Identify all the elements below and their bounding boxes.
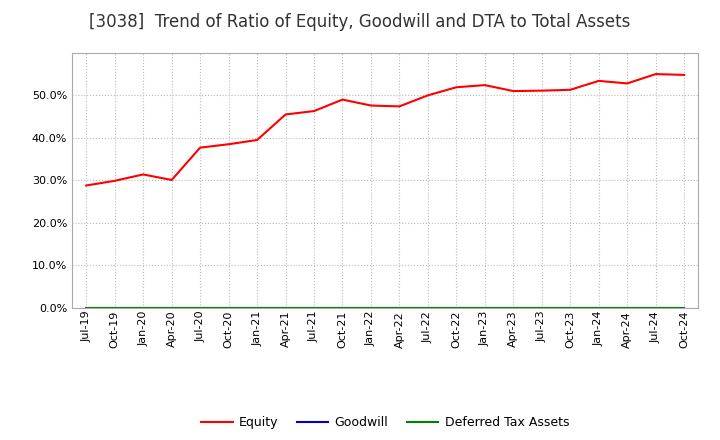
Goodwill xyxy=(196,305,204,311)
Deferred Tax Assets xyxy=(253,305,261,311)
Equity xyxy=(82,183,91,188)
Goodwill xyxy=(338,305,347,311)
Deferred Tax Assets xyxy=(338,305,347,311)
Goodwill xyxy=(652,305,660,311)
Goodwill xyxy=(310,305,318,311)
Goodwill xyxy=(595,305,603,311)
Goodwill xyxy=(537,305,546,311)
Equity xyxy=(680,72,688,77)
Deferred Tax Assets xyxy=(423,305,432,311)
Equity xyxy=(253,137,261,143)
Goodwill xyxy=(253,305,261,311)
Deferred Tax Assets xyxy=(196,305,204,311)
Equity xyxy=(623,81,631,86)
Goodwill xyxy=(452,305,461,311)
Equity xyxy=(110,178,119,183)
Equity xyxy=(196,145,204,150)
Deferred Tax Assets xyxy=(680,305,688,311)
Legend: Equity, Goodwill, Deferred Tax Assets: Equity, Goodwill, Deferred Tax Assets xyxy=(197,411,574,434)
Line: Equity: Equity xyxy=(86,74,684,186)
Equity xyxy=(167,177,176,183)
Text: [3038]  Trend of Ratio of Equity, Goodwill and DTA to Total Assets: [3038] Trend of Ratio of Equity, Goodwil… xyxy=(89,13,631,31)
Equity xyxy=(139,172,148,177)
Deferred Tax Assets xyxy=(225,305,233,311)
Equity xyxy=(652,71,660,77)
Goodwill xyxy=(110,305,119,311)
Goodwill xyxy=(480,305,489,311)
Deferred Tax Assets xyxy=(652,305,660,311)
Deferred Tax Assets xyxy=(395,305,404,311)
Equity xyxy=(452,84,461,90)
Goodwill xyxy=(623,305,631,311)
Goodwill xyxy=(395,305,404,311)
Goodwill xyxy=(566,305,575,311)
Goodwill xyxy=(282,305,290,311)
Deferred Tax Assets xyxy=(537,305,546,311)
Deferred Tax Assets xyxy=(623,305,631,311)
Deferred Tax Assets xyxy=(82,305,91,311)
Deferred Tax Assets xyxy=(282,305,290,311)
Deferred Tax Assets xyxy=(452,305,461,311)
Equity xyxy=(366,103,375,108)
Deferred Tax Assets xyxy=(139,305,148,311)
Equity xyxy=(509,88,518,94)
Goodwill xyxy=(366,305,375,311)
Deferred Tax Assets xyxy=(509,305,518,311)
Equity xyxy=(338,97,347,102)
Deferred Tax Assets xyxy=(480,305,489,311)
Deferred Tax Assets xyxy=(167,305,176,311)
Goodwill xyxy=(167,305,176,311)
Equity xyxy=(225,142,233,147)
Equity xyxy=(395,104,404,109)
Goodwill xyxy=(509,305,518,311)
Deferred Tax Assets xyxy=(366,305,375,311)
Deferred Tax Assets xyxy=(566,305,575,311)
Equity xyxy=(595,78,603,84)
Deferred Tax Assets xyxy=(595,305,603,311)
Equity xyxy=(310,108,318,114)
Deferred Tax Assets xyxy=(310,305,318,311)
Goodwill xyxy=(680,305,688,311)
Equity xyxy=(423,93,432,98)
Equity xyxy=(282,112,290,117)
Goodwill xyxy=(225,305,233,311)
Equity xyxy=(537,88,546,93)
Goodwill xyxy=(139,305,148,311)
Equity xyxy=(480,82,489,88)
Deferred Tax Assets xyxy=(110,305,119,311)
Goodwill xyxy=(82,305,91,311)
Equity xyxy=(566,87,575,92)
Goodwill xyxy=(423,305,432,311)
